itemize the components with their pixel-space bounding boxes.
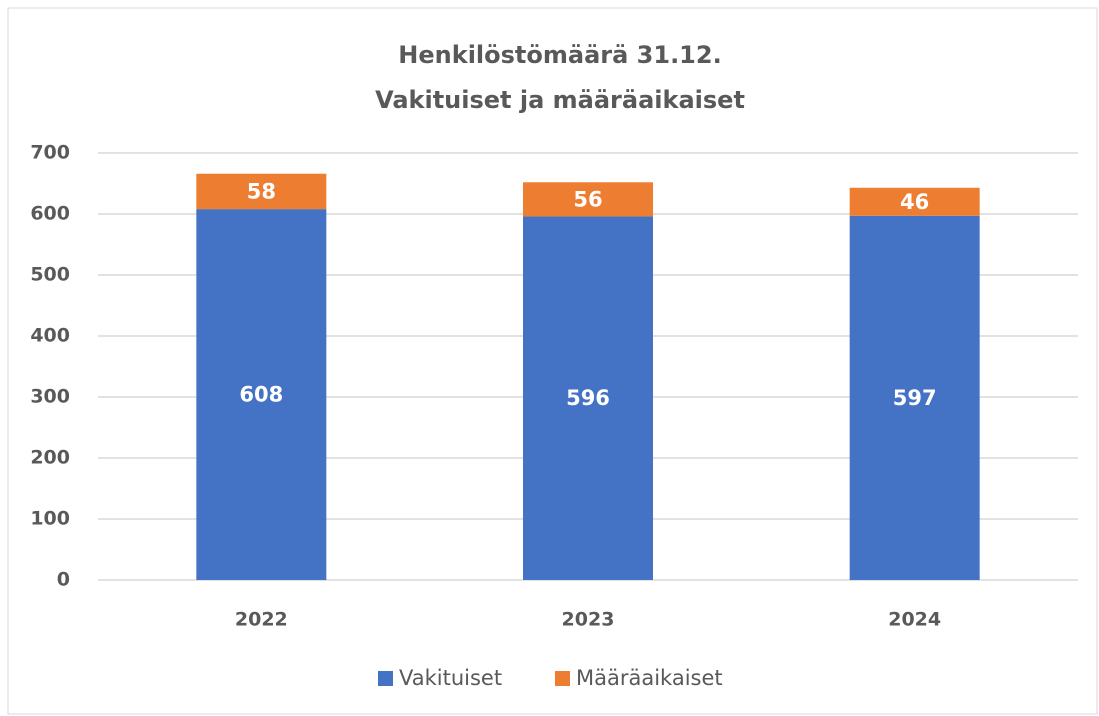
bar-segment xyxy=(196,209,327,580)
x-tick-label: 2023 xyxy=(562,609,615,631)
bar-segment xyxy=(196,173,327,210)
data-label: 58 xyxy=(247,179,276,203)
data-label: 597 xyxy=(893,386,937,410)
data-label: 46 xyxy=(900,190,929,214)
bar-segment xyxy=(849,187,980,216)
bar-segment xyxy=(523,216,653,580)
legend-swatch xyxy=(378,671,393,686)
y-tick-label: 300 xyxy=(30,386,70,408)
x-tick-label: 2024 xyxy=(888,609,941,631)
bar-segment xyxy=(523,182,653,217)
y-tick-label: 0 xyxy=(57,569,70,591)
legend-label: Määräaikaiset xyxy=(576,666,723,690)
y-tick-label: 100 xyxy=(30,508,70,530)
data-label: 56 xyxy=(573,187,602,211)
chart-title: Henkilöstömäärä 31.12. xyxy=(398,41,721,69)
bar-segment xyxy=(849,215,980,580)
data-label: 608 xyxy=(239,383,283,407)
legend-label: Vakituiset xyxy=(399,666,502,690)
y-tick-label: 600 xyxy=(30,203,70,225)
legend-swatch xyxy=(555,671,570,686)
y-tick-label: 200 xyxy=(30,447,70,469)
y-tick-label: 700 xyxy=(30,142,70,164)
y-tick-label: 400 xyxy=(30,325,70,347)
data-label: 596 xyxy=(566,386,610,410)
chart-subtitle: Vakituiset ja määräaikaiset xyxy=(375,86,745,114)
x-tick-label: 2022 xyxy=(235,609,288,631)
y-tick-label: 500 xyxy=(30,264,70,286)
